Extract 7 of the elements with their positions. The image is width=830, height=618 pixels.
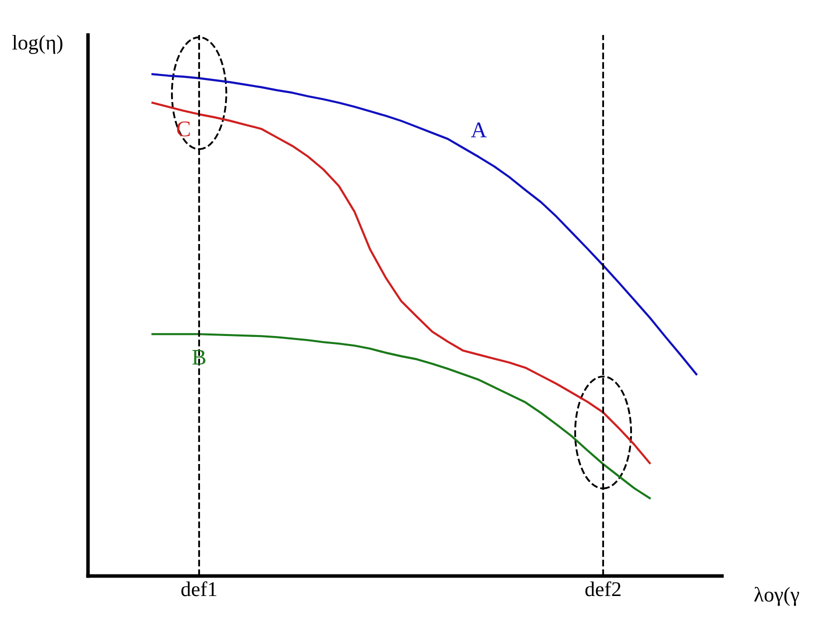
series-label: C: [177, 121, 190, 136]
y-axis-title: log(η): [12, 35, 62, 54]
x-axis-title: λογ(γ: [754, 586, 800, 606]
series-label: B: [192, 350, 206, 365]
x-tick-label: def2: [585, 581, 620, 596]
x-tick-label: def1: [181, 581, 216, 596]
series-label: A: [471, 122, 487, 138]
